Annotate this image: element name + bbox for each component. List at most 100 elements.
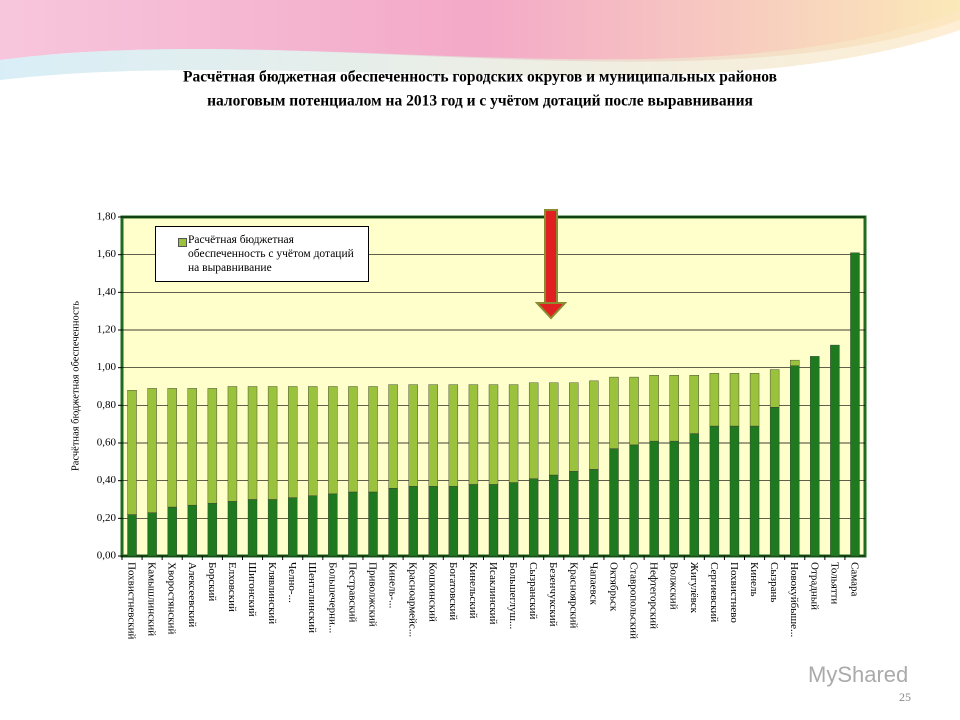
x-tick-label: Кинель-... <box>387 562 399 609</box>
y-tick-label: 0,20 <box>97 512 117 524</box>
bar-segment <box>488 384 499 485</box>
y-tick-label: 1,60 <box>97 248 117 260</box>
bar-segment <box>348 491 358 557</box>
x-tick-label: Челно-... <box>286 562 298 603</box>
bar-segment <box>428 384 438 487</box>
x-tick-label: Волжский <box>668 562 680 610</box>
x-tick-label: Нефтегорский <box>648 562 660 629</box>
bar-segment <box>448 384 459 487</box>
bar-segment <box>689 433 700 557</box>
bar-segment <box>709 373 720 427</box>
bar-segment <box>589 380 599 470</box>
x-tick-label: Большеглуш... <box>507 562 519 629</box>
bar-segment <box>508 384 519 483</box>
y-tick-label: 0,60 <box>97 437 117 449</box>
x-tick-label: Шенталинский <box>306 562 318 633</box>
bar-segment <box>428 486 438 557</box>
y-tick-label: 1,40 <box>97 286 117 298</box>
y-tick-label: 1,20 <box>97 324 117 336</box>
bar-segment <box>589 469 599 557</box>
bar-segment <box>629 376 639 446</box>
y-tick-label: 1,80 <box>97 211 117 223</box>
bar-segment <box>488 484 499 557</box>
x-tick-label: Сызрань <box>768 562 780 602</box>
bar-segment <box>609 376 619 449</box>
x-tick-label: Красноармейс... <box>407 562 419 637</box>
bar-segment <box>348 386 358 493</box>
x-tick-label: Кинельский <box>467 562 479 619</box>
bar-segment <box>729 425 740 557</box>
x-tick-label: Ставропольский <box>628 562 640 639</box>
x-tick-label: Безенчукский <box>547 562 559 627</box>
x-tick-label: Новокуйбыше... <box>788 562 800 637</box>
x-tick-label: Сергиевский <box>708 562 720 622</box>
x-tick-label: Клявлинский <box>266 562 278 624</box>
y-tick-label: 0,00 <box>97 550 117 562</box>
x-tick-label: Похвистнево <box>728 562 740 623</box>
swoosh <box>0 10 960 80</box>
bar-segment <box>810 356 820 557</box>
bar-segment <box>247 499 258 557</box>
x-tick-label: Богатовский <box>447 562 459 620</box>
bar-segment <box>287 386 298 498</box>
bar-segment <box>448 486 459 557</box>
x-tick-label: Чапаевск <box>587 562 599 606</box>
bar-segment <box>408 486 418 557</box>
bar-segment <box>147 512 157 557</box>
bar-segment <box>187 504 197 557</box>
bar-segment <box>127 514 137 557</box>
bar-segment <box>689 375 700 434</box>
bar-segment <box>287 497 298 557</box>
bar-segment <box>850 252 860 557</box>
bar-segment <box>368 491 378 557</box>
bar-segment <box>649 375 659 442</box>
bar-segment <box>669 375 679 442</box>
y-tick-label: 0,80 <box>97 399 117 411</box>
bar-segment <box>468 384 479 485</box>
x-tick-label: Шигонский <box>246 562 258 617</box>
bar-segment <box>569 471 579 557</box>
legend-label: Расчётная бюджетная обеспеченность с учё… <box>188 234 354 274</box>
bar-segment <box>187 388 197 506</box>
bar-segment <box>388 488 398 557</box>
y-tick-label: 1,00 <box>97 361 117 373</box>
bar-segment <box>649 440 659 557</box>
watermark: MyShared <box>808 662 908 687</box>
x-tick-label: Красноярский <box>567 562 579 628</box>
bar-segment <box>308 495 318 557</box>
bar-segment <box>830 344 840 557</box>
bar-segment <box>207 388 218 504</box>
bar-segment <box>790 365 800 557</box>
red-arrow <box>534 209 568 320</box>
x-tick-label: Хворостянский <box>166 562 178 634</box>
x-tick-label: Похвистневский <box>126 562 138 639</box>
swoosh <box>0 0 960 62</box>
x-tick-label: Жигулёвск <box>688 562 700 614</box>
bar-segment <box>167 506 177 557</box>
bar-segment <box>749 373 760 427</box>
y-tick-label: 0,40 <box>97 474 117 486</box>
bar-segment <box>308 386 318 496</box>
bar-segment <box>328 493 338 557</box>
bar-segment <box>749 425 760 557</box>
bar-segment <box>388 384 398 489</box>
bar-segment <box>508 482 519 557</box>
bar-segment <box>569 382 579 472</box>
bar-segment <box>549 382 559 476</box>
bar-segment <box>709 425 720 557</box>
bar-segment <box>549 474 559 557</box>
x-tick-label: Борский <box>206 562 218 601</box>
bar-segment <box>227 501 238 557</box>
bar-segment <box>729 373 740 427</box>
x-tick-label: Октябрьск <box>607 562 619 612</box>
bar-segment <box>147 388 157 513</box>
bar-segment <box>247 386 258 500</box>
x-tick-label: Большечерни... <box>326 562 338 633</box>
legend-swatch <box>178 238 187 247</box>
bar-segment <box>629 444 639 557</box>
chart-title: налоговым потенциалом на 2013 год и с уч… <box>207 93 753 110</box>
bar-segment <box>669 440 679 557</box>
bar-segment <box>227 386 238 502</box>
bar-segment <box>267 386 278 500</box>
